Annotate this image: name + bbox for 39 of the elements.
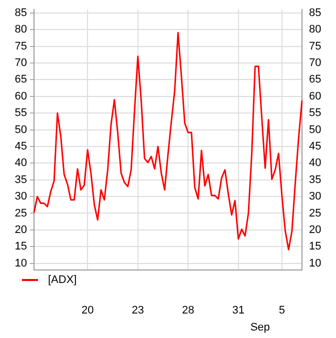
y-tick-label: 65 (14, 74, 27, 86)
y2-tick-label: 15 (309, 240, 322, 253)
y-tick-label: 40 (14, 157, 27, 170)
y-tick-label: 35 (14, 174, 27, 186)
y-tick-label: 70 (14, 57, 27, 70)
y2-tick-label: 20 (309, 224, 322, 236)
y-tick-label: 15 (14, 240, 27, 253)
y-tick-label: 80 (14, 24, 27, 36)
y2-tick-label: 40 (309, 157, 322, 170)
y-tick-label: 55 (14, 107, 27, 120)
y2-tick-label: 50 (309, 124, 322, 136)
y-tick-label: 25 (14, 207, 27, 220)
y2-tick-label: 85 (309, 6, 322, 19)
y2-tick-label: 45 (309, 140, 322, 153)
y2-tick-label: 30 (309, 190, 322, 203)
y-tick-label: 75 (14, 40, 27, 52)
y-tick-label: 50 (14, 124, 27, 136)
y-tick-label: 45 (14, 140, 27, 153)
y-tick-label: 10 (14, 257, 27, 270)
y2-tick-label: 75 (309, 40, 322, 52)
y2-tick-label: 80 (309, 24, 322, 36)
y2-tick-label: 10 (309, 257, 322, 270)
text: Sep (250, 322, 270, 334)
y-tick-label: 60 (14, 90, 27, 102)
x-tick-label: 5 (278, 304, 285, 317)
y-tick-label: 30 (14, 190, 27, 203)
y2-tick-label: 55 (309, 107, 322, 120)
y2-tick-label: 70 (309, 57, 322, 70)
y2-tick-label: 25 (309, 207, 322, 220)
y2-tick-label: 65 (309, 74, 322, 86)
x-tick-label: 20 (81, 304, 94, 317)
legend-label: [ADX] (48, 274, 77, 286)
y-tick-label: 85 (14, 6, 27, 19)
y2-tick-label: 60 (309, 90, 322, 102)
x-tick-label: 23 (132, 304, 144, 317)
y2-tick-label: 35 (309, 174, 322, 186)
x-tick-label: 31 (232, 304, 244, 317)
y-tick-label: 20 (14, 224, 27, 236)
x-tick-label: 28 (182, 304, 194, 317)
